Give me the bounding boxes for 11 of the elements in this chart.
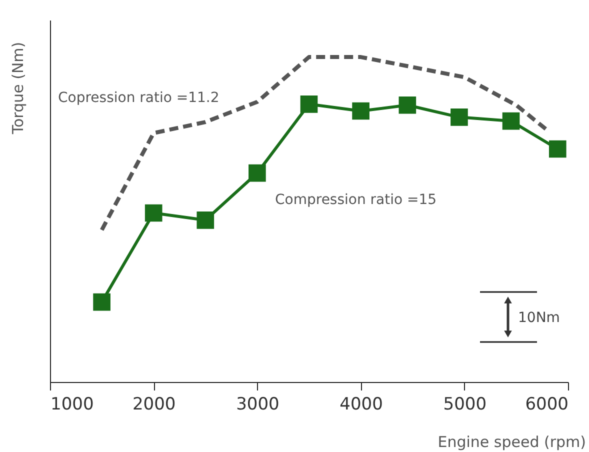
x-tick-label: 5000 bbox=[443, 394, 487, 414]
x-tick-label: 2000 bbox=[132, 394, 176, 414]
x-tick-label: 1000 bbox=[50, 394, 94, 414]
series-label: Copression ratio =11.2 bbox=[58, 90, 220, 106]
y-axis-title: Torque (Nm) bbox=[9, 42, 27, 136]
x-tick-label: 3000 bbox=[236, 394, 280, 414]
series-label: Compression ratio =15 bbox=[275, 192, 437, 208]
x-tick-label: 6000 bbox=[525, 394, 568, 414]
annotation: 10Nm bbox=[518, 310, 560, 326]
x-axis-title: Engine speed (rpm) bbox=[438, 433, 586, 451]
x-tick-label: 4000 bbox=[340, 394, 383, 414]
